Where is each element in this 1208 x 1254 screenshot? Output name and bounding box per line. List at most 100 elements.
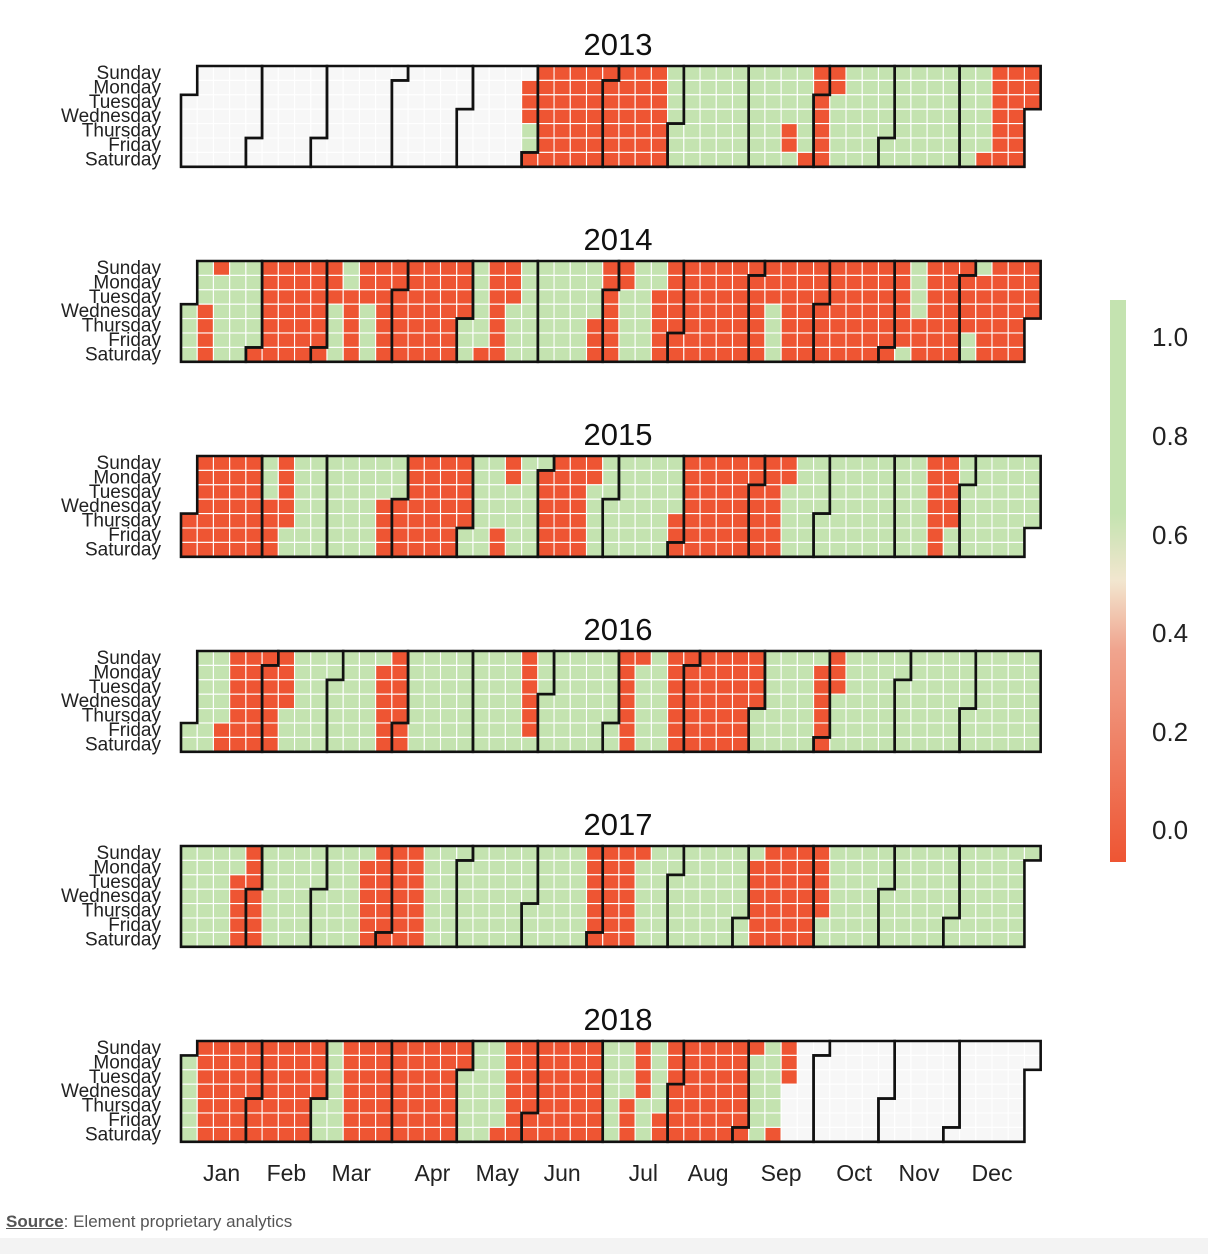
day-cell <box>472 513 490 529</box>
day-cell <box>261 346 279 363</box>
day-cell <box>829 318 847 334</box>
day-cell <box>683 1112 701 1128</box>
day-cell <box>229 679 247 695</box>
day-cell <box>423 260 442 276</box>
day-cell <box>229 888 247 905</box>
day-cell <box>358 859 377 876</box>
legend-color-bar <box>1110 300 1126 862</box>
day-cell <box>439 541 458 558</box>
day-cell <box>731 650 750 666</box>
day-cell <box>261 917 279 933</box>
year-panel-2014: 2014SundayMondayTuesdayWednesdayThursday… <box>61 222 1042 365</box>
day-cell <box>975 888 993 905</box>
day-cell <box>488 332 506 348</box>
day-cell <box>293 303 312 320</box>
day-cell <box>845 332 863 348</box>
day-cell <box>731 469 750 486</box>
day-cell <box>391 318 409 334</box>
day-cell <box>602 513 620 529</box>
day-cell <box>456 151 474 168</box>
day-cell <box>358 931 377 948</box>
day-cell <box>569 903 588 919</box>
day-cell <box>650 108 669 125</box>
day-cell <box>358 469 377 486</box>
month-outline-aug <box>666 64 750 169</box>
weekday-label-saturday: Saturday <box>85 344 162 365</box>
day-cell <box>585 917 604 933</box>
day-cell <box>196 303 214 320</box>
day-cell <box>618 346 636 363</box>
day-cell <box>423 903 442 919</box>
day-cell <box>926 1126 944 1143</box>
day-cell <box>488 469 506 486</box>
day-cell <box>375 108 393 125</box>
day-cell <box>212 722 231 738</box>
day-cell <box>569 650 588 666</box>
day-cell <box>407 679 425 695</box>
day-cell <box>391 65 409 81</box>
day-cell <box>196 318 214 334</box>
day-cell <box>861 917 880 933</box>
day-cell <box>926 303 944 320</box>
day-cell <box>439 513 458 529</box>
day-cell <box>910 303 928 320</box>
day-cell <box>602 541 620 558</box>
day-cell <box>293 708 312 724</box>
day-cell <box>472 332 490 348</box>
day-cell <box>391 664 409 681</box>
day-cell <box>926 679 944 695</box>
day-cells-2016 <box>180 650 1042 753</box>
day-cell <box>942 108 961 125</box>
day-cell <box>569 1126 588 1143</box>
day-cell <box>731 274 750 291</box>
day-cell <box>683 931 701 948</box>
year-title-2018: 2018 <box>584 1002 653 1037</box>
day-cell <box>796 79 815 96</box>
day-cell <box>537 260 555 276</box>
weekday-label-tuesday: Tuesday <box>89 92 162 113</box>
day-cell <box>180 332 198 348</box>
day-cell <box>748 693 766 710</box>
day-cell <box>715 289 734 305</box>
day-cell <box>618 527 636 543</box>
day-cell <box>780 469 798 486</box>
day-cell <box>683 1126 701 1143</box>
day-cell <box>326 736 344 753</box>
day-cell <box>764 260 782 276</box>
day-cell <box>553 289 571 305</box>
day-cell <box>569 484 588 500</box>
day-cell <box>877 1126 896 1143</box>
day-cell <box>391 94 409 110</box>
day-cell <box>261 484 279 500</box>
day-cell <box>358 1083 377 1100</box>
day-cell <box>472 888 490 905</box>
day-cell <box>780 274 798 291</box>
year-panel-2015: 2015SundayMondayTuesdayWednesdayThursday… <box>61 417 1042 560</box>
day-cell <box>910 484 928 500</box>
day-cell <box>667 903 685 919</box>
day-cell <box>537 1083 555 1100</box>
day-cell <box>585 65 604 81</box>
day-cell <box>780 1112 798 1128</box>
day-cell <box>472 917 490 933</box>
day-cell <box>180 1098 198 1114</box>
month-outline-mar <box>309 1039 394 1144</box>
day-cell <box>375 664 393 681</box>
day-cell <box>650 1126 669 1143</box>
day-cell <box>650 917 669 933</box>
day-cell <box>602 931 620 948</box>
day-cell <box>261 303 279 320</box>
day-cell <box>504 498 523 515</box>
day-cell <box>764 65 782 81</box>
day-cell <box>212 346 231 363</box>
day-cell <box>342 527 360 543</box>
day-cell <box>861 289 880 305</box>
day-cell <box>845 1126 863 1143</box>
day-cell <box>813 1083 831 1100</box>
day-cell <box>488 346 506 363</box>
day-cell <box>423 108 442 125</box>
day-cell <box>910 332 928 348</box>
day-cell <box>715 693 734 710</box>
day-cell <box>569 318 588 334</box>
day-cell <box>488 541 506 558</box>
